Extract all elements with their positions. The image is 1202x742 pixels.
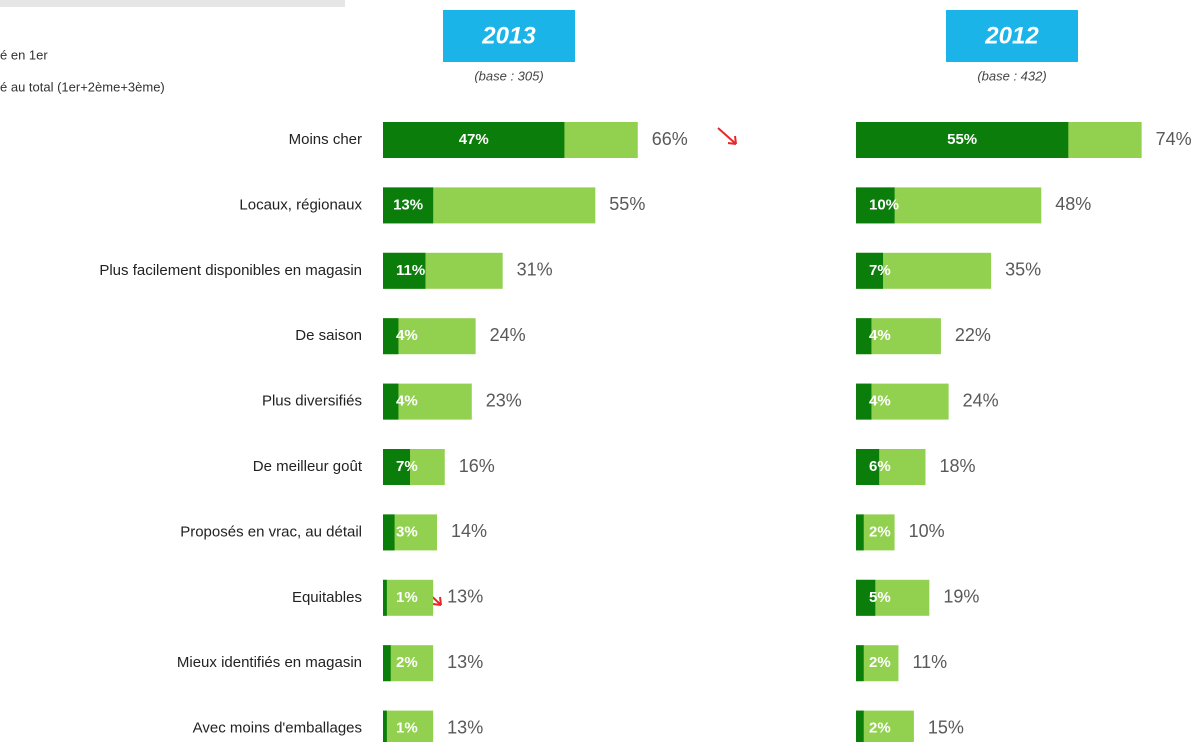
first-label: 4% [396, 327, 418, 344]
category-label: Plus diversifiés [262, 393, 362, 410]
first-label: 1% [396, 720, 418, 737]
legend-label: é en 1er [0, 47, 48, 62]
total-label: 11% [912, 652, 947, 672]
panel-subtitle: (base : 305) [474, 68, 543, 83]
first-label: 2% [869, 720, 891, 737]
total-label: 10% [909, 521, 945, 541]
first-bar [383, 449, 411, 485]
first-bar [383, 252, 426, 289]
first-bar [856, 383, 872, 420]
total-label: 23% [486, 390, 522, 410]
total-bar [856, 710, 914, 742]
first-bar [383, 645, 391, 682]
first-bar [856, 318, 872, 355]
first-bar [856, 122, 1069, 158]
first-label: 11% [396, 262, 425, 279]
first-bar [856, 710, 864, 742]
first-label: 4% [869, 327, 891, 344]
total-bar [383, 645, 434, 682]
first-label: 5% [869, 589, 891, 606]
total-label: 55% [609, 194, 645, 214]
first-bar [856, 514, 864, 551]
total-label: 24% [490, 325, 526, 345]
first-bar [856, 579, 876, 616]
panel-subtitle: (base : 432) [977, 68, 1046, 83]
first-label: 7% [396, 458, 418, 475]
panel-title: 2012 [984, 22, 1039, 49]
total-label: 15% [928, 717, 964, 737]
total-label: 24% [963, 390, 999, 410]
panel-title: 2013 [481, 22, 536, 49]
first-label: 4% [869, 393, 891, 410]
total-label: 16% [459, 456, 495, 476]
category-label: De meilleur goût [253, 458, 363, 475]
first-bar [383, 710, 387, 742]
total-label: 35% [1005, 260, 1041, 280]
first-label: 2% [396, 654, 418, 671]
first-bar [383, 579, 387, 616]
first-label: 13% [393, 196, 423, 213]
category-label: Plus facilement disponibles en magasin [99, 262, 362, 279]
first-bar [383, 318, 399, 355]
first-label: 6% [869, 458, 891, 475]
category-label: Mieux identifiés en magasin [177, 654, 362, 671]
first-label: 47% [459, 131, 489, 148]
total-label: 18% [939, 456, 975, 476]
total-label: 19% [943, 587, 979, 607]
panel-title-box [946, 10, 1078, 62]
first-label: 10% [869, 196, 899, 213]
total-label: 13% [447, 652, 483, 672]
category-label: Moins cher [289, 131, 362, 148]
header-bar [0, 0, 345, 7]
first-bar [383, 122, 565, 158]
total-label: 66% [652, 129, 688, 149]
first-bar [856, 187, 895, 224]
first-label: 55% [947, 131, 977, 148]
first-label: 1% [396, 589, 418, 606]
first-bar [383, 514, 395, 551]
first-bar [383, 383, 399, 420]
first-bar [856, 645, 864, 682]
category-label: Avec moins d'emballages [193, 720, 362, 737]
category-label: Equitables [292, 589, 362, 606]
total-label: 13% [447, 717, 483, 737]
total-label: 74% [1156, 129, 1192, 149]
total-label: 31% [517, 260, 553, 280]
total-label: 13% [447, 587, 483, 607]
category-label: De saison [295, 327, 362, 344]
total-bar [383, 710, 434, 742]
first-bar [856, 252, 884, 289]
first-label: 2% [869, 654, 891, 671]
first-label: 2% [869, 523, 891, 540]
first-bar [383, 187, 434, 224]
first-label: 3% [396, 523, 418, 540]
first-label: 4% [396, 393, 418, 410]
legend-label: é au total (1er+2ème+3ème) [0, 79, 165, 94]
panel-title-box [443, 10, 575, 62]
category-label: Locaux, régionaux [239, 196, 362, 213]
total-label: 14% [451, 521, 487, 541]
total-label: 48% [1055, 194, 1091, 214]
first-label: 7% [869, 262, 891, 279]
total-bar [383, 579, 434, 616]
category-label: Proposés en vrac, au détail [180, 523, 362, 540]
first-bar [856, 449, 880, 485]
total-label: 22% [955, 325, 991, 345]
